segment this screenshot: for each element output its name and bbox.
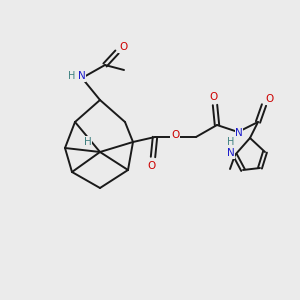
Text: H: H xyxy=(84,137,92,147)
Text: O: O xyxy=(119,42,127,52)
Text: O: O xyxy=(147,161,155,171)
Text: N: N xyxy=(235,128,243,138)
Text: N: N xyxy=(78,71,86,81)
Text: H: H xyxy=(227,137,235,147)
Text: O: O xyxy=(209,92,217,102)
Text: N: N xyxy=(227,148,235,158)
Text: O: O xyxy=(265,94,273,104)
Text: O: O xyxy=(171,130,179,140)
Text: H: H xyxy=(68,71,76,81)
